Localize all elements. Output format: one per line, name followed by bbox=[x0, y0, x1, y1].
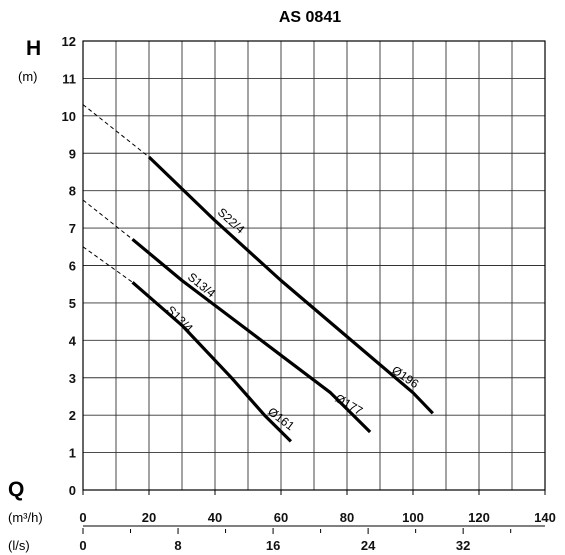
x2-tick-label: 16 bbox=[266, 538, 280, 553]
y-tick-label: 4 bbox=[69, 333, 77, 348]
y-tick-label: 9 bbox=[69, 146, 76, 161]
x-tick-label: 60 bbox=[274, 510, 288, 525]
curve-line bbox=[131, 281, 293, 443]
y-tick-label: 0 bbox=[69, 483, 76, 498]
curve-line bbox=[147, 155, 434, 415]
x-tick-labels-ls: 0 8 16 24 32 bbox=[79, 525, 545, 553]
x2-tick-label: 0 bbox=[79, 538, 86, 553]
grid bbox=[83, 41, 545, 490]
chart-title: AS 0841 bbox=[279, 9, 341, 26]
y-tick-label: 6 bbox=[69, 259, 76, 274]
curve-motor-label: S13/4 bbox=[164, 303, 196, 335]
curve-extension-dashed bbox=[82, 104, 150, 158]
y-tick-label: 5 bbox=[69, 296, 76, 311]
x-tick-label: 20 bbox=[142, 510, 156, 525]
x-tick-label: 80 bbox=[340, 510, 354, 525]
y-axis-symbol: H bbox=[26, 37, 41, 60]
x-axis-symbol: Q bbox=[8, 478, 24, 501]
y-tick-label: 2 bbox=[69, 408, 76, 423]
plot-frame bbox=[82, 40, 546, 491]
y-tick-label: 7 bbox=[69, 221, 76, 236]
x-tick-label: 0 bbox=[79, 510, 86, 525]
x-axis-unit-ls: (l/s) bbox=[8, 538, 30, 553]
x2-tick-label: 24 bbox=[361, 538, 376, 553]
y-tick-label: 10 bbox=[62, 109, 76, 124]
curve-extension-dashed bbox=[82, 246, 133, 283]
curve-motor-label: S22/4 bbox=[215, 205, 248, 237]
x-tick-label: 140 bbox=[534, 510, 556, 525]
x-tick-label: 120 bbox=[468, 510, 490, 525]
y-tick-label: 1 bbox=[69, 446, 76, 461]
x2-tick-label: 8 bbox=[174, 538, 181, 553]
y-tick-label: 11 bbox=[62, 71, 76, 86]
curve-impeller-label: Ø177 bbox=[333, 391, 366, 418]
x-tick-label: 100 bbox=[402, 510, 424, 525]
y-tick-label: 12 bbox=[62, 34, 76, 49]
x-tick-label: 40 bbox=[208, 510, 222, 525]
y-tick-label: 8 bbox=[69, 184, 76, 199]
curve-extension-dashed bbox=[82, 199, 133, 240]
y-axis-unit: (m) bbox=[18, 69, 38, 84]
x-tick-labels-m3h: 0 20 40 60 80 100 120 140 bbox=[79, 490, 556, 525]
curve-line bbox=[131, 238, 372, 434]
x-axis-unit-m3h: (m³/h) bbox=[8, 510, 43, 525]
x2-tick-label: 32 bbox=[456, 538, 470, 553]
y-tick-label: 3 bbox=[69, 371, 76, 386]
